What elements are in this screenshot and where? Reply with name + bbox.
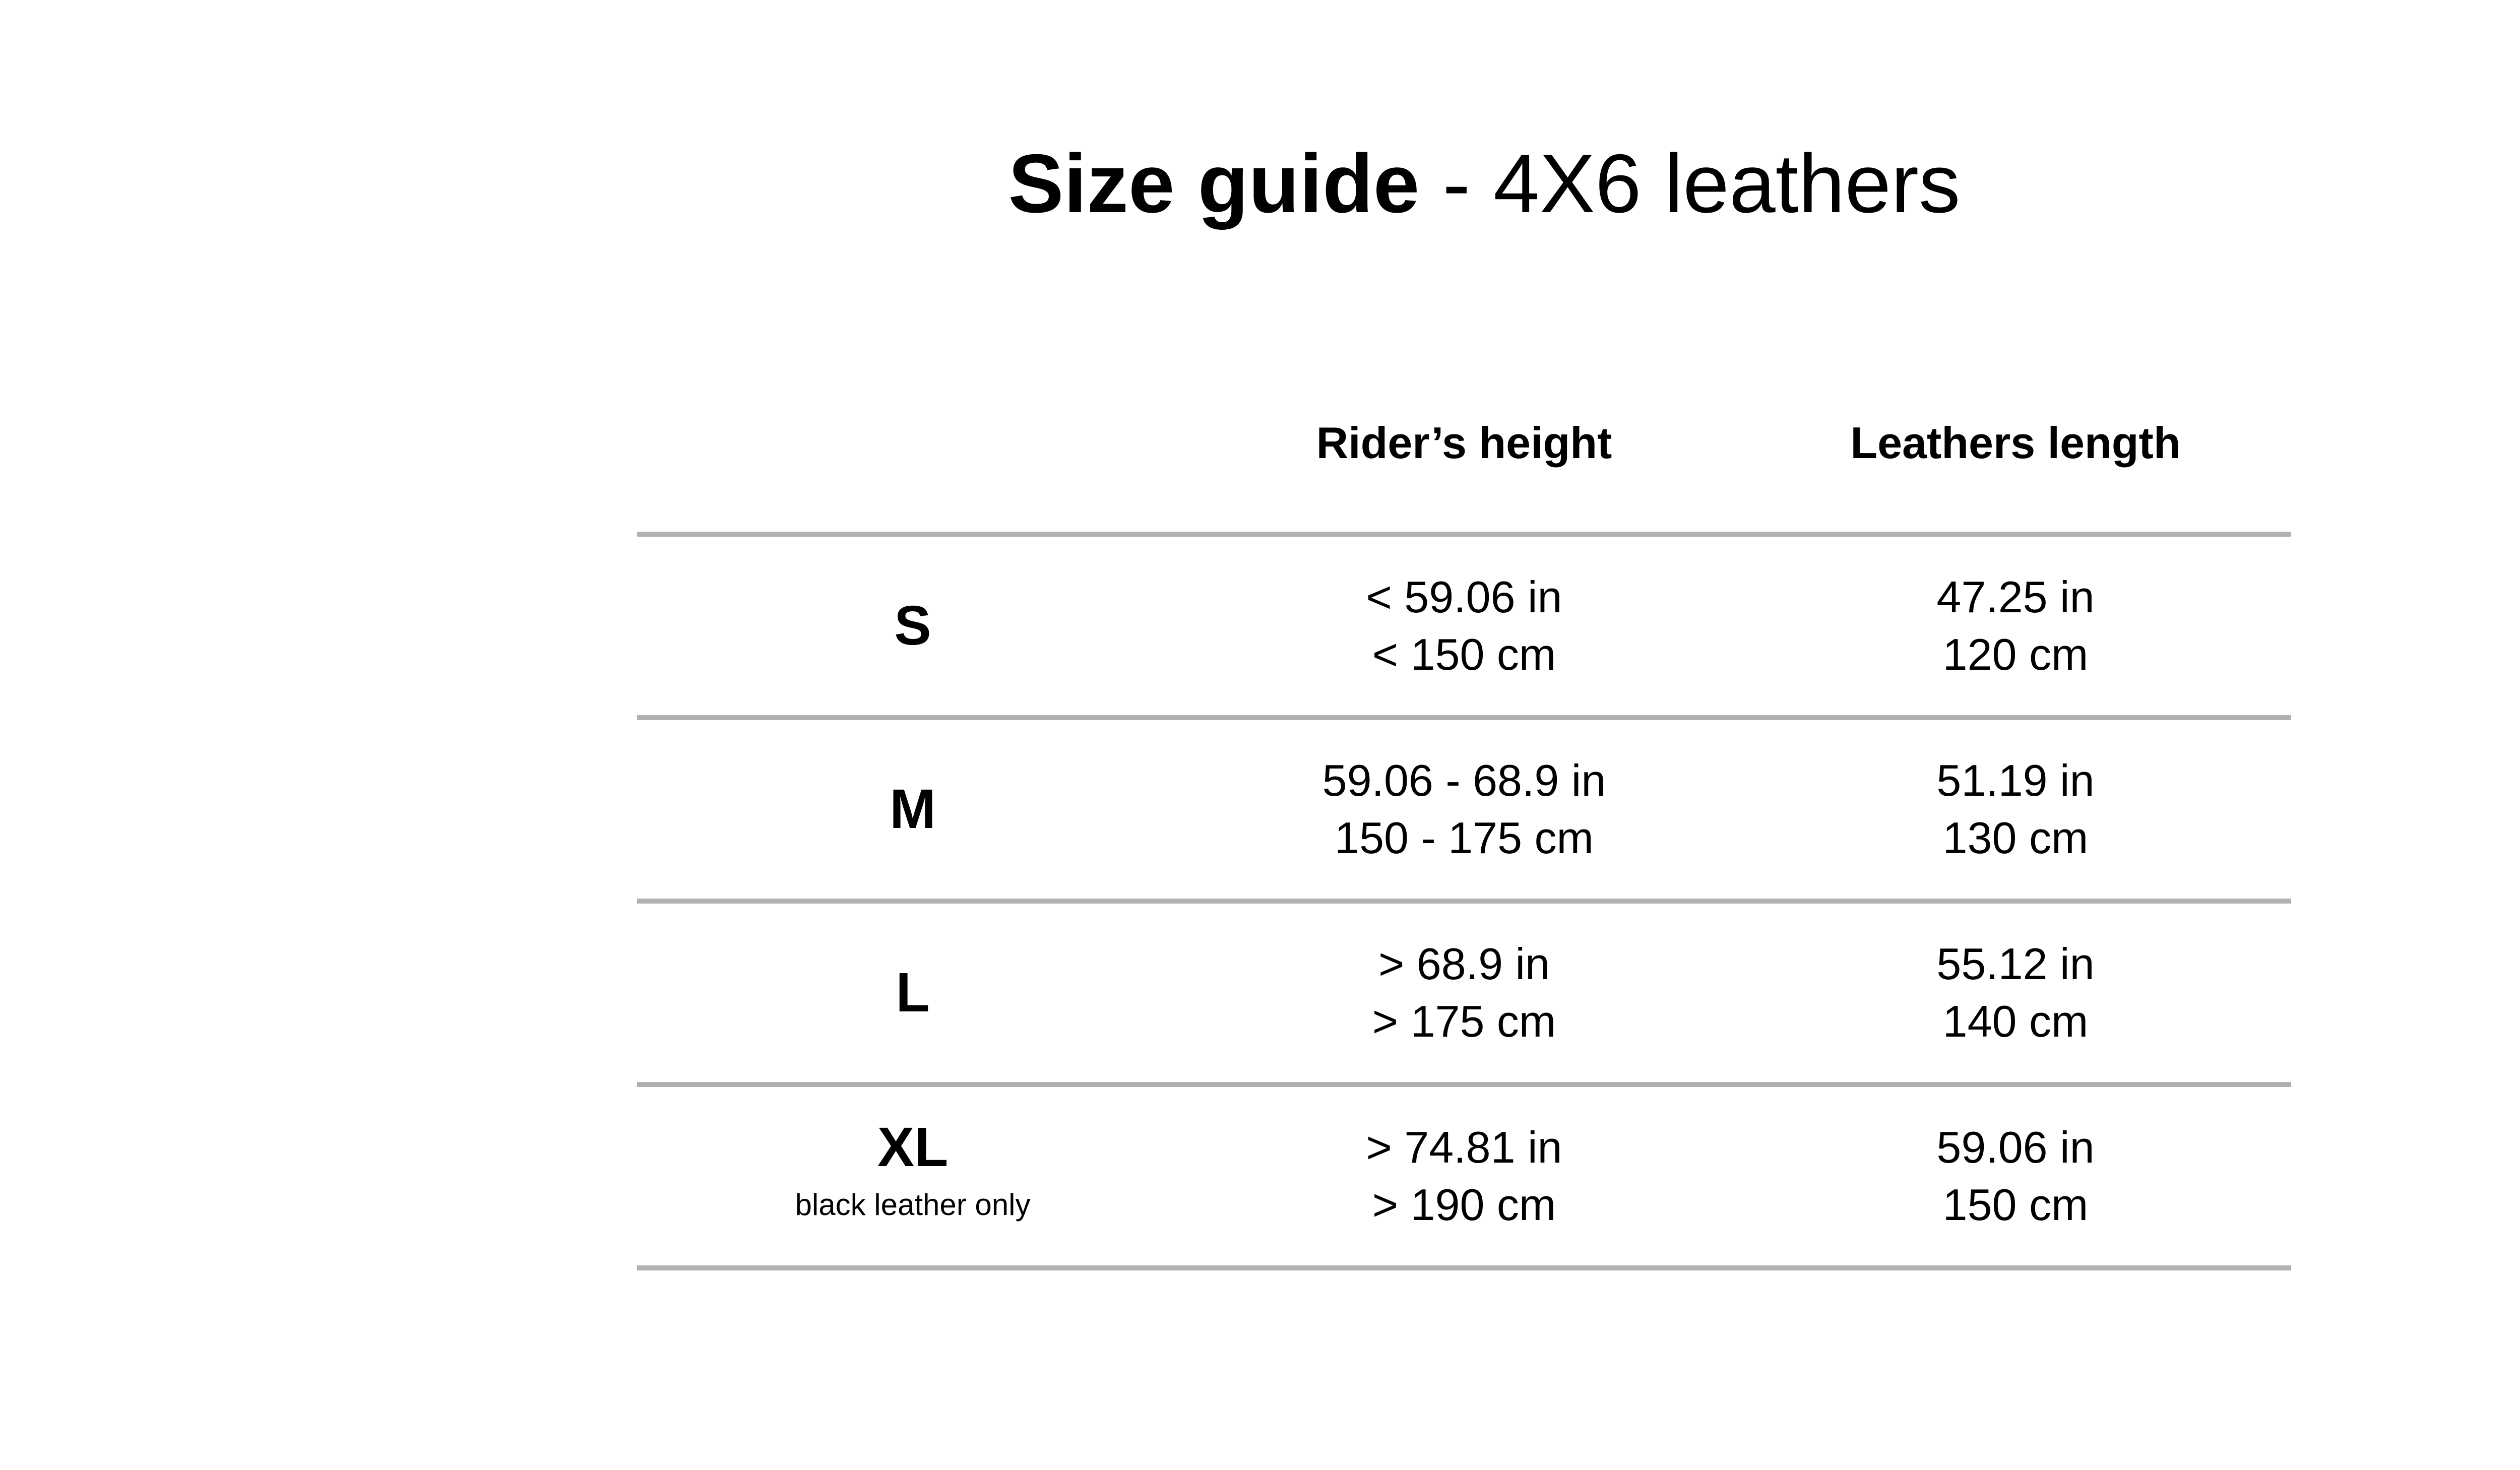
rider-height-cell: < 59.06 in < 150 cm	[1188, 537, 1740, 715]
table-row-s: S < 59.06 in < 150 cm 47.25 in 120 cm	[637, 532, 2291, 715]
height-cm-value: > 190 cm	[1372, 1180, 1556, 1230]
length-cm-value: 120 cm	[1942, 629, 2089, 679]
size-label: L	[896, 962, 930, 1024]
table-header-row: Rider’s height Leathers length	[637, 420, 2291, 466]
size-label: S	[894, 595, 931, 657]
length-cm-value: 130 cm	[1942, 813, 2089, 863]
size-note: black leather only	[795, 1188, 1031, 1222]
page-title-rest: - 4X6 leathers	[1419, 137, 1961, 230]
size-table: S < 59.06 in < 150 cm 47.25 in 120 cm	[637, 532, 2291, 1270]
size-label: XL	[877, 1116, 949, 1178]
column-header-size	[637, 420, 1188, 466]
column-header-riders-height: Rider’s height	[1316, 418, 1612, 468]
table-row-m: M 59.06 - 68.9 in 150 - 175 cm 51.19 in …	[637, 715, 2291, 899]
size-label: M	[890, 778, 936, 840]
size-cell: M	[637, 720, 1188, 899]
height-in-value: > 68.9 in	[1378, 939, 1550, 989]
column-header-leathers-length: Leathers length	[1850, 418, 2181, 468]
size-guide-page: Size guide - 4X6 leathers Rider’s height…	[637, 0, 2291, 1470]
height-cm-value: < 150 cm	[1372, 629, 1556, 679]
table-row-l: L > 68.9 in > 175 cm 55.12 in 140 cm	[637, 899, 2291, 1082]
page-title: Size guide - 4X6 leathers	[657, 132, 2311, 235]
length-in-value: 51.19 in	[1936, 755, 2095, 805]
table-row-xl: XL black leather only > 74.81 in > 190 c…	[637, 1082, 2291, 1270]
rider-height-cell: > 68.9 in > 175 cm	[1188, 904, 1740, 1082]
size-cell: S	[637, 537, 1188, 715]
page-title-bold: Size guide	[1008, 137, 1420, 230]
size-cell: L	[637, 904, 1188, 1082]
length-cm-value: 140 cm	[1942, 996, 2089, 1046]
length-in-value: 59.06 in	[1936, 1122, 2095, 1172]
leathers-length-cell: 47.25 in 120 cm	[1740, 537, 2291, 715]
leathers-length-cell: 55.12 in 140 cm	[1740, 904, 2291, 1082]
length-cm-value: 150 cm	[1942, 1180, 2089, 1230]
rider-height-cell: 59.06 - 68.9 in 150 - 175 cm	[1188, 720, 1740, 899]
length-in-value: 47.25 in	[1936, 572, 2095, 622]
height-in-value: > 74.81 in	[1366, 1122, 1562, 1172]
leathers-length-cell: 51.19 in 130 cm	[1740, 720, 2291, 899]
height-cm-value: 150 - 175 cm	[1335, 813, 1594, 863]
length-in-value: 55.12 in	[1936, 939, 2095, 989]
leathers-length-cell: 59.06 in 150 cm	[1740, 1087, 2291, 1265]
height-in-value: 59.06 - 68.9 in	[1322, 755, 1606, 805]
size-cell: XL black leather only	[637, 1087, 1188, 1265]
height-cm-value: > 175 cm	[1372, 996, 1556, 1046]
rider-height-cell: > 74.81 in > 190 cm	[1188, 1087, 1740, 1265]
height-in-value: < 59.06 in	[1366, 572, 1562, 622]
